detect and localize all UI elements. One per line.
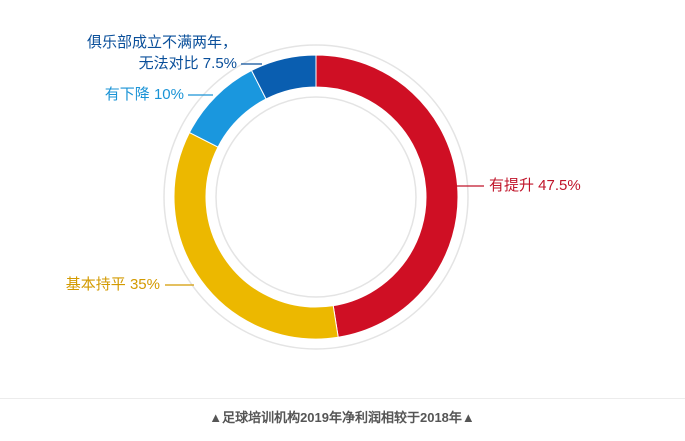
slice-flat	[173, 131, 339, 340]
donut-slices	[173, 54, 459, 340]
caption-divider	[0, 398, 685, 399]
slice-increase	[315, 54, 459, 338]
chart-caption: ▲足球培训机构2019年净利润相较于2018年▲	[209, 410, 475, 425]
label-not-comparable-line-2: 无法对比 7.5%	[139, 55, 237, 72]
outer-guide-ring	[163, 44, 469, 350]
label-increase: 有提升 47.5%	[489, 177, 581, 194]
label-flat: 基本持平 35%	[66, 276, 160, 293]
slice-labels: 有提升 47.5% 基本持平 35% 有下降 10% 俱乐部成立不满两年， 无法对比 7…	[66, 34, 581, 293]
label-decrease: 有下降 10%	[105, 86, 184, 103]
leader-lines	[165, 63, 484, 286]
slice-decrease	[188, 69, 267, 148]
label-not-comparable-line-1: 俱乐部成立不满两年，	[87, 34, 237, 51]
slice-not-comparable	[250, 54, 317, 100]
inner-guide-ring	[215, 96, 417, 298]
